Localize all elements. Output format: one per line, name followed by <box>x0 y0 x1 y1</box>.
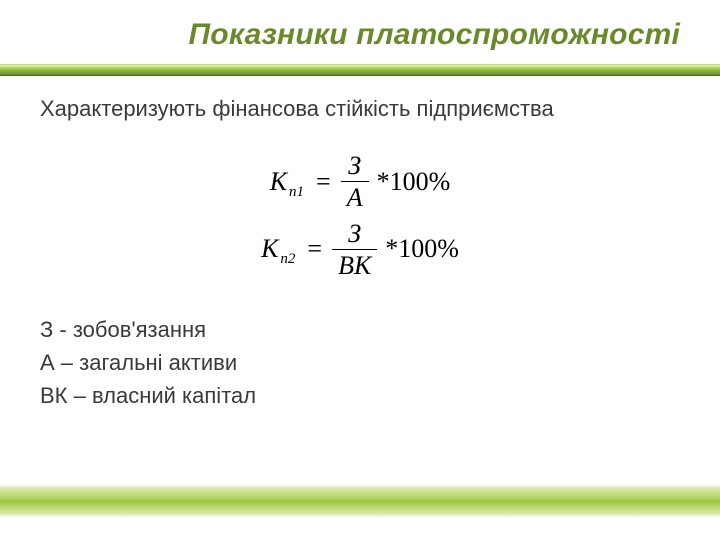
slide: Показники платоспроможності Характеризую… <box>0 0 720 540</box>
legend-line-2: А – загальні активи <box>40 346 680 379</box>
formula-2-lhs-main: K <box>261 234 278 264</box>
title-area: Показники платоспроможності <box>0 0 720 58</box>
legend-block: З - зобов'язання А – загальні активи ВК … <box>40 313 680 412</box>
divider-band-top <box>0 64 720 76</box>
formula-2-lhs: K п2 <box>261 234 295 264</box>
divider-band-bottom-wrap <box>0 484 720 518</box>
subtitle-text: Характеризують фінансова стійкість підпр… <box>40 96 680 122</box>
legend-line-3: ВК – власний капітал <box>40 379 680 412</box>
formula-1-lhs-main: K <box>270 167 287 197</box>
formula-1-fraction: З А <box>341 152 369 212</box>
formula-2-fraction: З ВК <box>332 220 377 280</box>
formula-2-tail: *100% <box>385 234 459 264</box>
content-area: Характеризують фінансова стійкість підпр… <box>0 76 720 412</box>
formula-2-numerator: З <box>342 220 367 249</box>
legend-line-1: З - зобов'язання <box>40 313 680 346</box>
divider-band-bottom <box>0 484 720 518</box>
formula-2: K п2 = З ВК *100% <box>261 220 459 280</box>
formula-1: K п1 = З А *100% <box>270 152 451 212</box>
equals-sign: = <box>307 234 322 264</box>
formula-block: K п1 = З А *100% K п2 = З ВК <box>40 148 680 283</box>
equals-sign: = <box>316 167 331 197</box>
formula-2-lhs-sub: п2 <box>280 251 295 268</box>
formula-1-tail: *100% <box>377 167 451 197</box>
formula-2-denominator: ВК <box>332 249 377 279</box>
formula-1-lhs: K п1 <box>270 167 304 197</box>
page-title: Показники платоспроможності <box>40 18 680 52</box>
formula-1-denominator: А <box>341 181 369 211</box>
formula-1-lhs-sub: п1 <box>289 184 304 201</box>
formula-1-numerator: З <box>342 152 367 181</box>
